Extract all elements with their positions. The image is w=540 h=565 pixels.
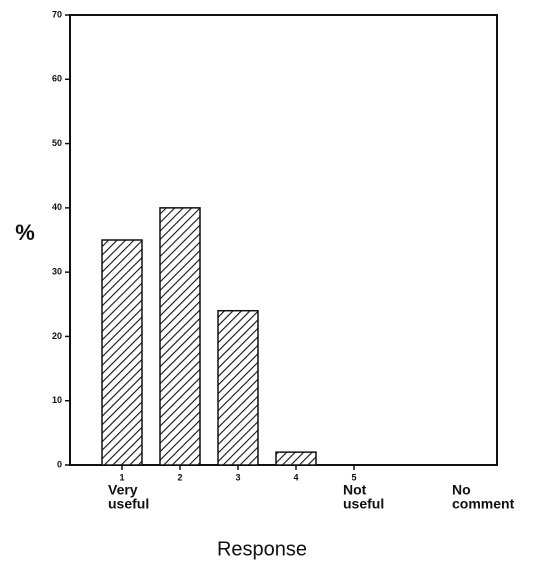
y-tick-label: 0 bbox=[57, 459, 62, 469]
y-tick-label: 50 bbox=[52, 138, 62, 148]
y-tick-label: 40 bbox=[52, 202, 62, 212]
scale-annotation: useful bbox=[108, 496, 149, 512]
x-tick-label: 4 bbox=[293, 472, 298, 482]
y-tick-label: 60 bbox=[52, 74, 62, 84]
x-axis-label: Response bbox=[217, 538, 307, 560]
scale-annotation: comment bbox=[452, 496, 515, 512]
scale-annotation: Very bbox=[108, 482, 138, 498]
scale-annotation: Not bbox=[343, 482, 367, 498]
y-tick-label: 30 bbox=[52, 267, 62, 277]
x-tick-label: 5 bbox=[351, 472, 356, 482]
x-tick-label: 3 bbox=[235, 472, 240, 482]
bar bbox=[101, 239, 143, 466]
bar bbox=[275, 451, 317, 466]
scale-annotation: No bbox=[452, 482, 471, 498]
y-axis-label: % bbox=[15, 220, 35, 245]
scale-annotation: useful bbox=[343, 496, 384, 512]
y-tick-label: 20 bbox=[52, 331, 62, 341]
y-tick-label: 10 bbox=[52, 395, 62, 405]
bar bbox=[217, 309, 259, 466]
x-tick-label: 1 bbox=[119, 472, 124, 482]
bar bbox=[159, 207, 201, 466]
x-tick-label: 2 bbox=[177, 472, 182, 482]
y-tick-label: 70 bbox=[52, 9, 62, 19]
